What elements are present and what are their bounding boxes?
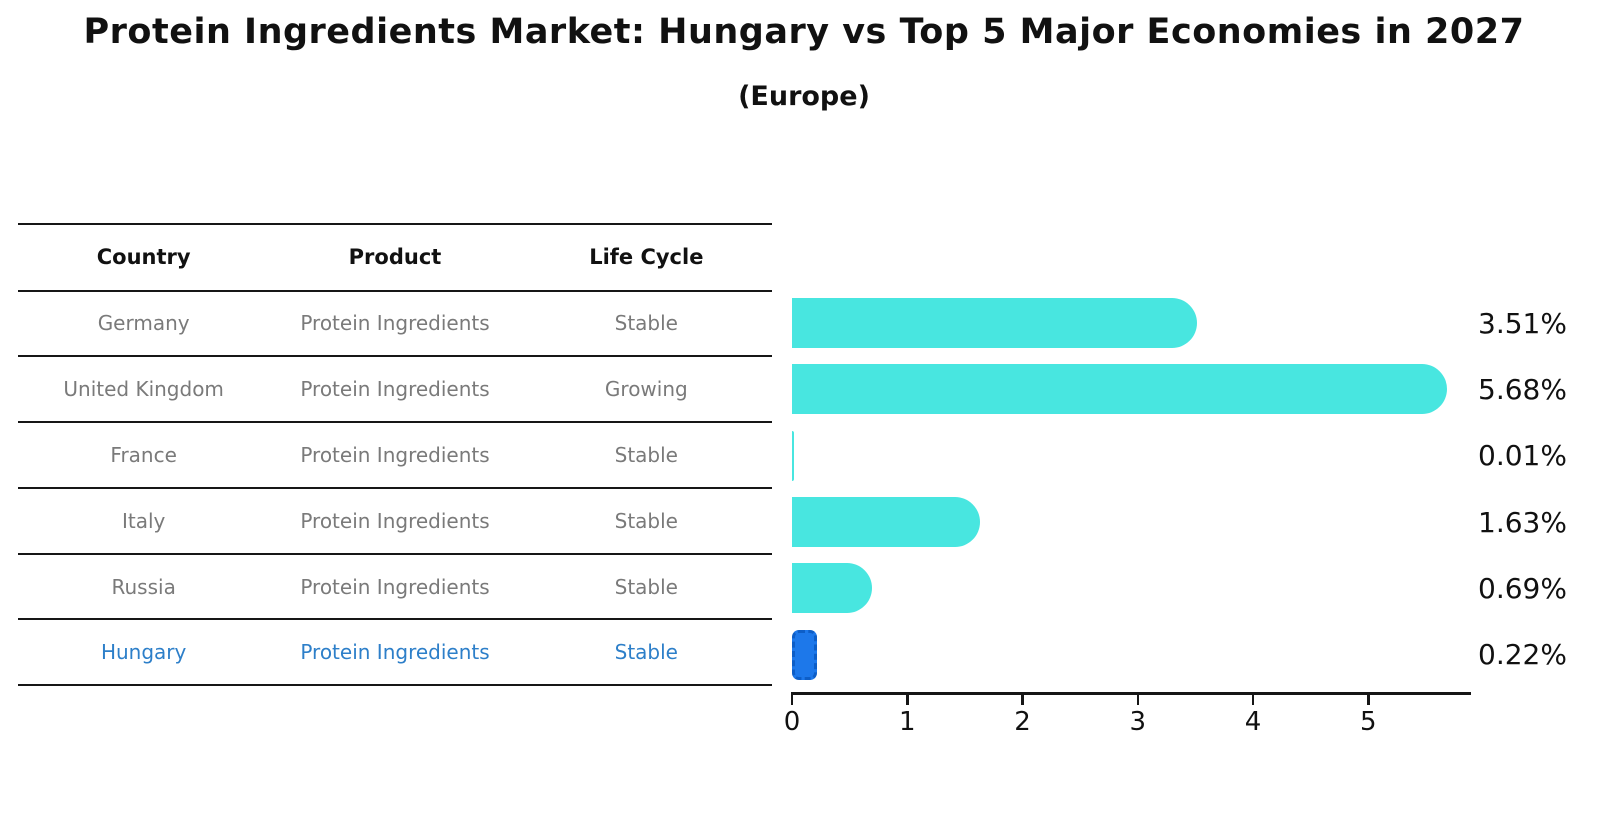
table-cell-country: United Kingdom [63,377,224,402]
table-cell-country: Italy [121,508,166,533]
table-header-lifecycle: Life Cycle [589,245,704,270]
x-axis-line [791,692,1471,695]
bar-italy [792,497,980,548]
value-label: 5.68% [1478,372,1567,406]
x-axis-tick [1251,694,1255,705]
value-label: 3.51% [1478,306,1567,340]
table-row: Germany Protein Ingredients Stable [18,292,772,358]
table-cell-product: Protein Ingredients [300,640,490,665]
table-row: Russia Protein Ingredients Stable [18,555,772,621]
x-axis-tick-label: 3 [1129,707,1147,737]
bar-highlight-hungary [792,629,818,680]
value-label: 0.69% [1478,571,1567,605]
table-cell-country: Hungary [100,640,187,665]
table-row: Hungary Protein Ingredients Stable [18,620,772,687]
table-cell-lifecycle: Stable [614,311,678,336]
x-axis-tick-label: 5 [1359,707,1377,737]
page-subtitle: (Europe) [738,81,870,112]
bar-united-kingdom [792,364,1447,415]
x-axis-tick [1136,694,1139,705]
table-cell-product: Protein Ingredients [300,311,490,336]
bar-france [792,430,794,481]
x-axis-tick-label: 2 [1014,707,1031,737]
table-header-row: Country Product Life Cycle [18,225,772,292]
table-header-product: Product [348,245,442,270]
table-cell-lifecycle: Growing [604,377,688,402]
x-axis-tick [790,694,794,705]
x-axis-tick-label: 4 [1244,707,1262,737]
table-cell-product: Protein Ingredients [300,442,490,467]
table-row: France Protein Ingredients Stable [18,423,772,489]
table-cell-product: Protein Ingredients [300,508,490,533]
table-cell-lifecycle: Stable [614,640,678,665]
table-cell-product: Protein Ingredients [300,574,490,599]
table-cell-product: Protein Ingredients [300,377,490,402]
comparison-table: Country Product Life Cycle Germany Protei… [18,223,772,687]
bar-germany [792,298,1197,349]
table-header-country: Country [96,245,191,270]
x-axis-tick [1367,694,1370,705]
table-cell-country: France [110,442,177,467]
table-row: Italy Protein Ingredients Stable [18,489,772,555]
table-cell-lifecycle: Stable [614,508,678,533]
table-cell-country: Germany [97,311,190,336]
value-label: 0.22% [1478,638,1567,672]
x-axis-tick-label: 1 [898,707,916,737]
x-axis-tick [1021,694,1024,705]
value-label: 1.63% [1478,505,1567,539]
table-cell-country: Russia [111,574,176,599]
x-axis-tick [906,694,909,705]
value-label: 0.01% [1478,439,1567,473]
page-title: Protein Ingredients Market: Hungary vs T… [83,12,1525,52]
table-cell-lifecycle: Stable [614,574,678,599]
bar-russia [792,563,872,614]
x-axis-tick-label: 0 [783,707,801,737]
table-row: United Kingdom Protein Ingredients Growing [18,357,772,424]
table-cell-lifecycle: Stable [614,442,678,467]
